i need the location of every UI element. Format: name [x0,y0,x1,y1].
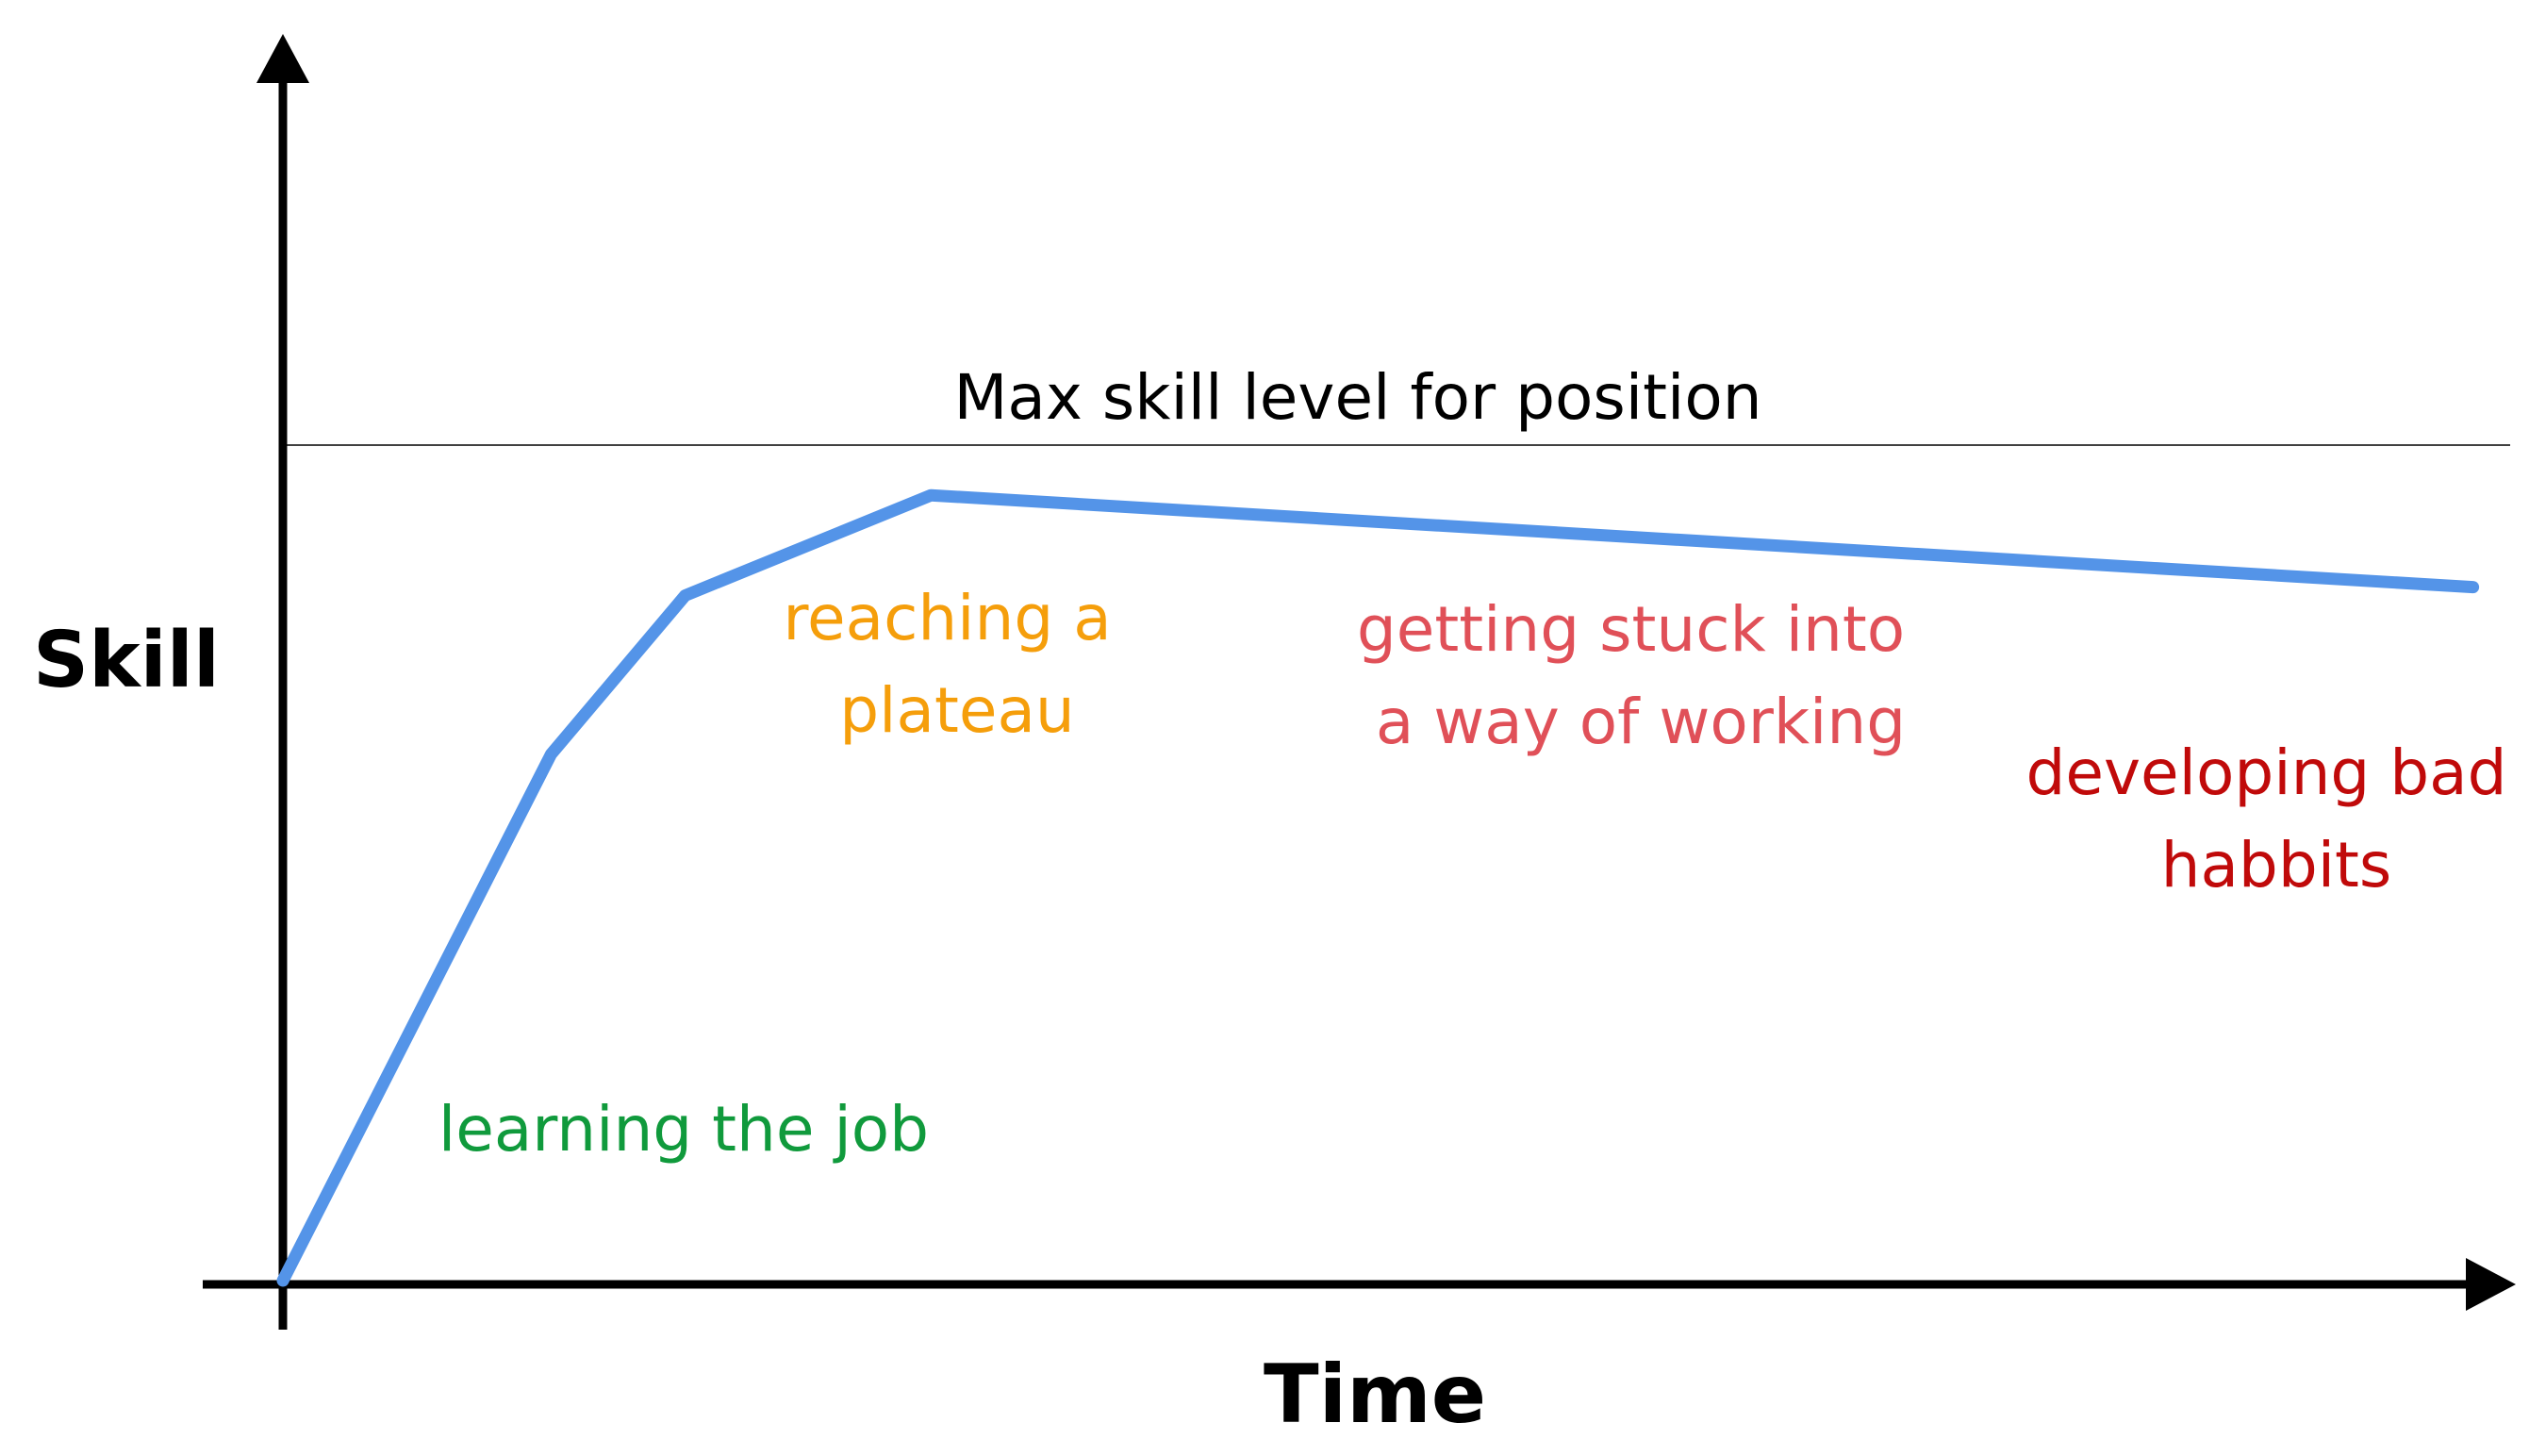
annotation-bad-habits: developing bad habbits [2025,736,2526,902]
annotation-stuck: getting stuck into a way of working [1357,593,1925,758]
skill-curve [276,488,2480,1287]
y-axis-label: Skill [33,616,220,705]
y-axis-arrow [256,34,309,83]
annotation-learning: learning the job [438,1093,929,1166]
x-axis-arrow [2466,1258,2516,1311]
x-axis-label: Time [1264,1348,1486,1442]
annotation-plateau: reaching a plateau [783,582,1131,747]
max-skill-reference-label: Max skill level for position [953,361,1761,434]
